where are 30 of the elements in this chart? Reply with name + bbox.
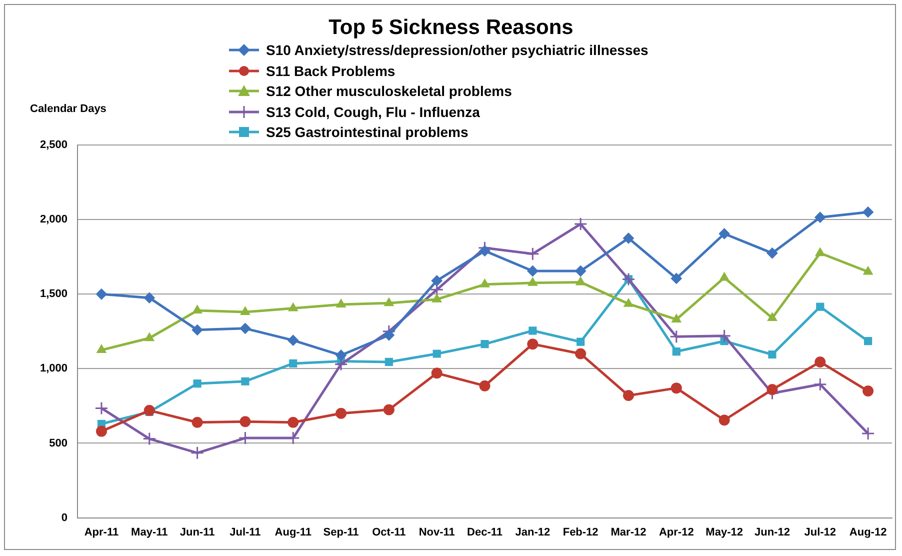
x-tick-label: Aug-11	[274, 526, 312, 538]
x-tick-label: Aug-12	[849, 526, 887, 538]
x-tick-label: May-12	[706, 526, 743, 538]
legend-label: S25 Gastrointestinal problems	[266, 124, 468, 140]
x-tick-label: May-11	[131, 526, 168, 538]
y-tick-label: 500	[49, 437, 68, 450]
x-tick-label: Mar-12	[610, 526, 646, 538]
y-tick-label: 1,000	[40, 362, 68, 375]
x-tick-label: Jun-12	[754, 526, 790, 538]
y-tick-label: 1,500	[40, 288, 68, 300]
chart-title: Top 5 Sickness Reasons	[328, 16, 574, 40]
legend-label: S11 Back Problems	[266, 62, 396, 79]
legend-label: S10 Anxiety/stress/depression/other psychiatric illnesses	[266, 42, 648, 58]
x-tick-label: Oct-11	[372, 526, 406, 538]
y-tick-label: 0	[61, 512, 68, 524]
x-tick-label: Jul-12	[804, 526, 836, 538]
x-tick-label: Nov-11	[418, 526, 455, 538]
x-tick-label: Apr-11	[84, 526, 119, 538]
x-tick-label: Jan-12	[515, 526, 550, 538]
x-tick-label: Feb-12	[562, 526, 598, 538]
y-tick-label: 2,500	[40, 139, 68, 152]
x-tick-label: Jul-11	[230, 526, 261, 538]
legend-label: S13 Cold, Cough, Flu - Influenza	[266, 104, 480, 120]
x-tick-label: Sep-11	[323, 526, 359, 538]
x-tick-label: Dec-11	[467, 526, 503, 538]
y-tick-label: 2,000	[40, 214, 68, 226]
legend-label: S12 Other musculoskeletal problems	[266, 83, 512, 100]
x-tick-label: Apr-12	[658, 526, 694, 538]
x-tick-label: Jun-11	[180, 526, 215, 538]
y-axis-title: Calendar Days	[30, 103, 106, 115]
